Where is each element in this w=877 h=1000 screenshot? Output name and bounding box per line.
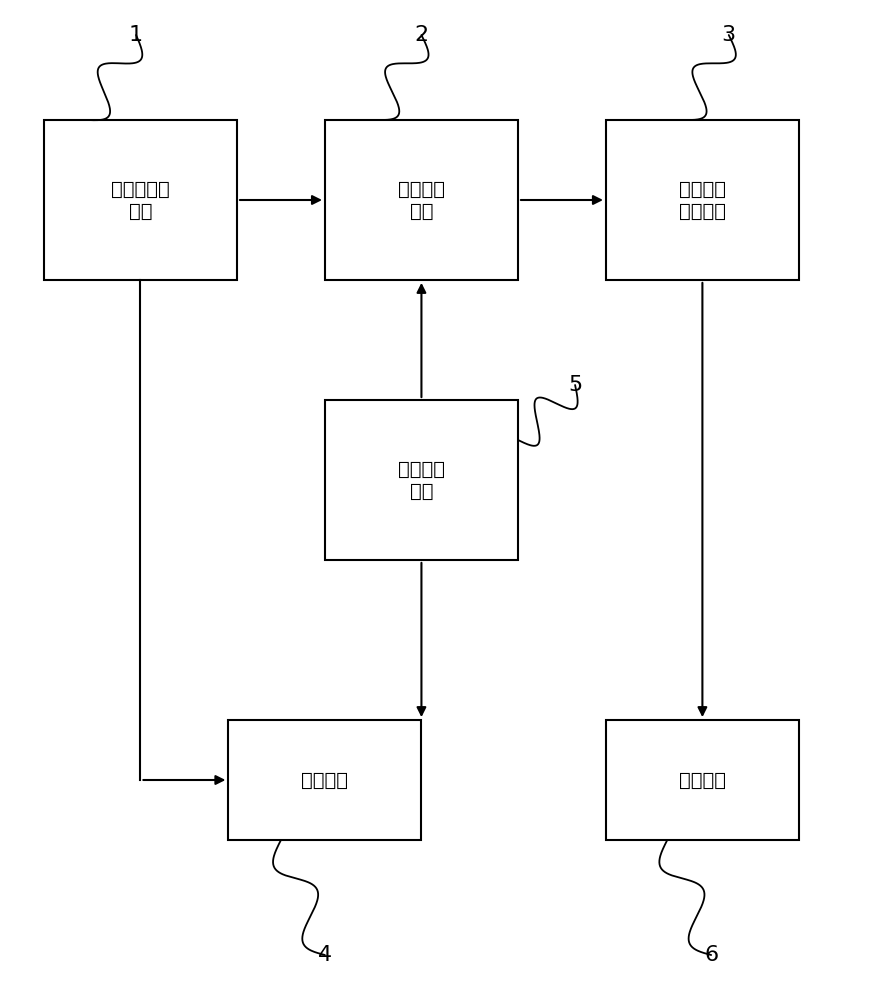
FancyBboxPatch shape	[605, 120, 798, 280]
Text: 光源及传输
模块: 光源及传输 模块	[111, 180, 169, 221]
Text: 2: 2	[414, 25, 428, 45]
Text: 控制模块: 控制模块	[301, 770, 348, 790]
Text: 三维位移
模块: 三维位移 模块	[397, 460, 445, 500]
FancyBboxPatch shape	[605, 720, 798, 840]
Text: 4: 4	[317, 945, 332, 965]
FancyBboxPatch shape	[324, 400, 517, 560]
Text: 光声耦合
模块: 光声耦合 模块	[397, 180, 445, 221]
FancyBboxPatch shape	[228, 720, 421, 840]
Text: 5: 5	[567, 375, 581, 395]
Text: 6: 6	[703, 945, 717, 965]
FancyBboxPatch shape	[324, 120, 517, 280]
Text: 1: 1	[129, 25, 143, 45]
Text: 超声信号
收发模块: 超声信号 收发模块	[678, 180, 725, 221]
Text: 3: 3	[721, 25, 735, 45]
FancyBboxPatch shape	[44, 120, 237, 280]
Text: 重建模块: 重建模块	[678, 770, 725, 790]
